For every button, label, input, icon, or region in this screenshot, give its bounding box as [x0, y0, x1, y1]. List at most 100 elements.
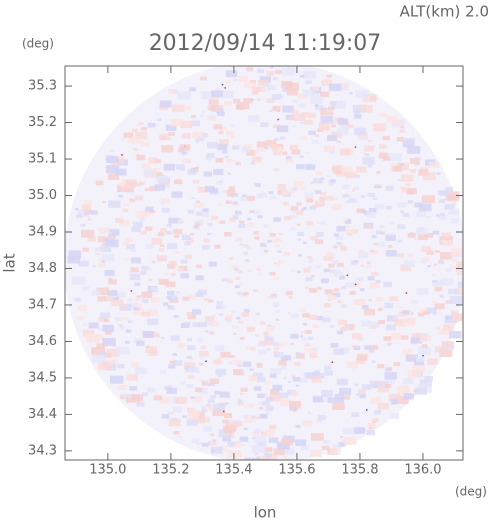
radar-speckle [253, 428, 262, 434]
radar-speckle [171, 104, 185, 113]
radar-speckle [296, 270, 302, 274]
radar-speckle [250, 376, 258, 381]
radar-speckle [201, 408, 208, 413]
radar-speckle [82, 329, 94, 337]
radar-speckle [321, 445, 330, 451]
radar-speckle [155, 123, 159, 126]
x-axis-label: lon [254, 504, 277, 521]
radar-speckle [264, 381, 270, 385]
radar-speckle [141, 291, 153, 299]
radar-speckle [400, 126, 405, 129]
radar-speckle [211, 215, 218, 220]
radar-speckle [159, 134, 170, 141]
radar-speckle [319, 91, 330, 98]
radar-speckle [343, 395, 351, 400]
radar-speckle [445, 187, 454, 192]
radar-speckle [413, 238, 418, 241]
radar-speckle [370, 397, 382, 404]
radar-speckle [396, 385, 411, 394]
radar-speckle [245, 403, 254, 409]
radar-speckle [149, 210, 155, 214]
radar-speckle [256, 362, 263, 367]
radar-speckle [266, 98, 275, 103]
radar-speckle [205, 330, 209, 333]
radar-speckle [275, 69, 282, 74]
radar-speckle [103, 318, 110, 323]
radar-speckle [210, 446, 223, 454]
radar-speckle [146, 266, 152, 270]
radar-speckle [264, 334, 269, 338]
radar-speckle [419, 334, 431, 342]
radar-speckle [179, 435, 183, 438]
radar-speckle [285, 291, 293, 296]
radar-speckle [414, 387, 428, 395]
radar-speckle [327, 135, 337, 141]
radar-speckle [387, 316, 394, 320]
radar-speckle [270, 368, 281, 375]
radar-speckle [236, 291, 242, 295]
radar-speckle [380, 225, 385, 229]
radar-speckle [368, 321, 380, 328]
radar-speckle [339, 387, 352, 396]
radar-speckle [324, 289, 334, 295]
radar-speckle [267, 239, 272, 243]
radar-speckle [359, 394, 366, 399]
radar-speckle [287, 389, 297, 396]
radar-speckle [266, 84, 276, 91]
radar-speckle [312, 140, 319, 144]
radar-speckle [407, 145, 421, 154]
radar-speckle [397, 224, 406, 230]
radar-speckle [406, 188, 417, 195]
radar-speckle [306, 372, 317, 379]
radar-speckle [136, 211, 149, 219]
radar-speckle [354, 127, 367, 136]
radar-speckle [368, 299, 372, 302]
radar-speckle [310, 236, 318, 241]
radar-speckle [167, 305, 172, 308]
radar-speckle [387, 379, 395, 384]
radar-speckle [273, 276, 280, 281]
radar-speckle [218, 130, 224, 134]
radar-speckle [457, 272, 462, 276]
radar-speckle [208, 261, 217, 267]
radar-speckle [415, 211, 426, 218]
radar-speckle [199, 362, 204, 366]
radar-speckle [330, 343, 339, 348]
radar-speckle [108, 228, 120, 236]
radar-speckle [250, 347, 256, 351]
radar-speckle [303, 206, 307, 210]
radar-speckle [279, 136, 286, 140]
radar-speckle [356, 393, 361, 396]
radar-speckle [78, 260, 89, 267]
radar-speckle [260, 122, 269, 128]
radar-speckle [345, 282, 354, 288]
radar-speckle [290, 206, 299, 211]
radar-speckle [82, 286, 90, 291]
radar-speckle [227, 450, 242, 459]
radar-speckle [258, 273, 262, 276]
radar-speckle [145, 226, 153, 231]
radar-speckle [167, 290, 175, 296]
radar-speckle [336, 128, 349, 136]
radar-speckle [155, 112, 159, 115]
radar-speckle [125, 329, 132, 333]
radar-speckle [445, 191, 460, 200]
radar-speckle [426, 307, 437, 314]
radar-speckle [360, 264, 364, 267]
radar-speckle [334, 393, 345, 400]
radar-speckle [269, 66, 274, 69]
radar-speckle [147, 318, 159, 326]
radar-speckle [421, 246, 432, 253]
radar-speckle [224, 87, 226, 89]
radar-speckle [273, 448, 285, 456]
radar-speckle [226, 279, 234, 284]
radar-speckle [378, 308, 383, 311]
radar-speckle [232, 332, 237, 335]
radar-speckle [227, 361, 233, 365]
radar-speckle [151, 238, 163, 245]
radar-speckle [292, 124, 297, 128]
radar-speckle [332, 292, 341, 298]
radar-speckle [316, 286, 322, 290]
radar-speckle [91, 347, 106, 356]
radar-speckle [130, 137, 142, 144]
